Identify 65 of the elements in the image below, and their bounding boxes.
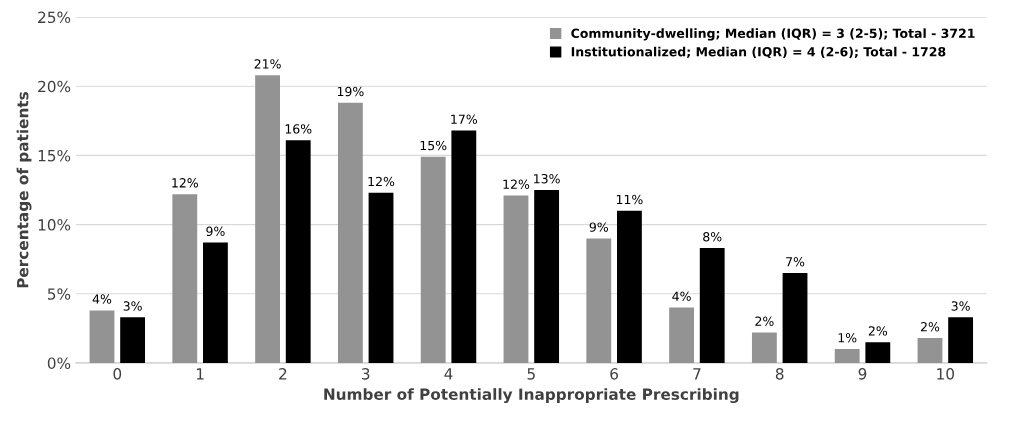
x-axis-title: Number of Potentially Inappropriate Prescribing [324,388,739,404]
y-tick-label: 25% [38,11,71,24]
bar [368,192,394,363]
bar [586,238,612,363]
bar [420,156,446,363]
data-label: 2% [755,316,774,326]
x-tick-label: 3 [362,368,370,380]
data-label: 4% [672,291,691,302]
data-label: 2% [868,326,888,336]
y-tick-label: 20% [38,80,71,93]
x-tick-label: 0 [113,368,122,380]
bar [120,317,146,363]
y-axis-title: Percentage of patients [16,91,32,288]
data-label: 12% [503,179,530,189]
data-label: 3% [123,301,142,311]
data-label: 19% [337,86,364,97]
x-tick-label: 7 [693,368,701,380]
bar [534,190,560,363]
bar [669,307,694,363]
x-tick-label: 9 [858,368,867,380]
x-tick-label: 2 [279,368,287,380]
data-label: 7% [786,256,805,267]
x-tick-label: 8 [775,368,784,380]
bar [255,75,280,363]
bar [834,349,860,363]
y-tick-label: 15% [38,149,71,162]
data-label: 2% [920,322,940,332]
bar [948,317,974,363]
legend-label: Community-dwelling; Median (IQR) = 3 (2-5); Total - 3721 [571,28,975,41]
data-label: 9% [206,226,225,236]
bar [782,273,808,363]
bar [172,194,198,363]
bar [617,210,642,363]
x-tick-label: 1 [196,368,204,380]
x-tick-label: 5 [527,368,535,380]
bar [337,102,363,363]
bar [865,342,891,363]
data-label: 8% [703,232,722,242]
bar [285,140,311,363]
data-label: 3% [951,301,970,311]
bar [203,242,228,363]
bar [503,195,529,363]
x-tick-label: 6 [610,368,618,380]
data-label: 9% [589,222,609,232]
bar [917,338,943,363]
y-tick-label: 0% [47,357,71,369]
data-label: 13% [534,173,560,184]
bar [751,332,777,363]
data-label: 12% [368,176,395,187]
data-label: 15% [420,140,447,151]
bar [451,130,477,363]
data-label: 1% [838,333,857,343]
data-label: 4% [92,294,112,304]
y-tick-label: 5% [47,288,71,300]
bar [89,310,115,363]
bar [699,248,725,363]
x-tick-label: 10 [937,368,955,380]
data-label: 16% [285,124,312,134]
data-label: 21% [254,59,281,69]
y-tick-label: 10% [38,219,71,231]
data-label: 12% [172,178,198,188]
data-label: 11% [616,194,643,205]
x-tick-label: 4 [444,368,453,380]
legend-label: Institutionalized; Median (IQR) = 4 (2-6); Total - 1728 [571,46,946,59]
data-label: 17% [451,114,478,124]
